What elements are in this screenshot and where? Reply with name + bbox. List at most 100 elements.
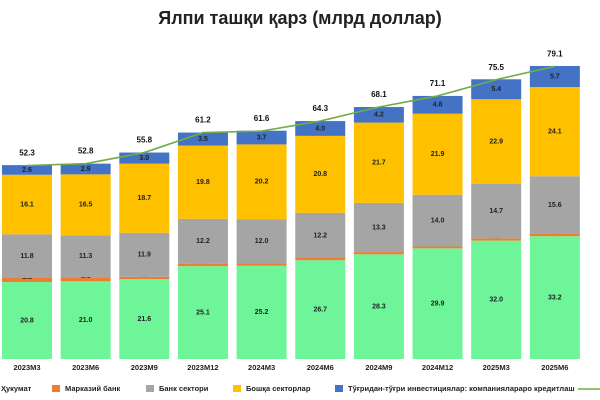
total-line [26,65,556,167]
x-tick-label: 2025M6 [541,363,568,372]
bar-segment [60,281,111,359]
data-label: 29.9 [431,301,445,308]
total-label: 79.1 [547,49,563,58]
bar-segment [236,265,287,359]
bar-segment [412,194,463,247]
bar-segment [529,236,580,359]
bar-segment [177,132,228,146]
bar-segment [2,165,52,175]
total-label: 64.3 [312,104,328,113]
data-label: 4.0 [315,125,325,132]
bar-segment [295,135,346,213]
data-label: 20.8 [313,171,327,178]
data-label: 5.4 [491,86,501,93]
x-tick-label: 2024M9 [365,363,392,372]
data-label: 20.8 [20,317,34,324]
bar-segment [412,113,463,195]
data-label: 18.7 [137,195,151,202]
bar-segment [471,238,522,241]
bar-segment [236,219,287,264]
x-tick-label: 2025M3 [483,363,510,372]
data-label: 3.7 [257,134,267,141]
bar-segment [177,266,228,359]
data-label: 3.0 [139,155,149,162]
bar-segment [119,152,170,164]
bar-segment [353,202,404,253]
bar-segment [2,277,52,283]
data-label: 2.6 [22,167,32,174]
x-tick-label: 2024M12 [422,363,453,372]
data-label: 26.7 [313,306,327,313]
x-tick-label: 2023M9 [131,363,158,372]
chart-title: Ялпи ташқи қарз (млрд доллар) [158,8,442,28]
bar-segment [353,252,404,255]
bar-segment [295,212,346,258]
bar-segment [353,122,404,203]
data-label: 25.1 [196,309,210,316]
bar-segment [177,263,228,267]
data-label: 14.0 [431,217,445,224]
bar-segment [177,218,228,264]
bar-segment [60,235,111,278]
bar-segment [60,174,111,236]
total-label: 55.8 [137,136,153,145]
bar-segment [119,276,170,280]
data-label: 12.2 [196,238,210,245]
data-label: 4.8 [433,102,443,109]
data-label: 14.7 [489,208,503,215]
bar-segment [412,248,463,359]
data-label: 3.5 [198,136,208,143]
bar-segment [236,144,287,220]
data-label: 22.9 [489,138,503,145]
data-label: 16.5 [79,202,93,209]
data-label: 5.7 [550,73,560,80]
data-label: 16.1 [20,201,34,208]
bar-segment [471,240,522,359]
legend-label: Бошқа секторлар [246,384,311,393]
data-label: 12.0 [255,238,269,245]
bar-segment [295,260,346,359]
data-label: 11.8 [20,253,33,260]
bar-segment [295,257,346,261]
bar-segment [2,282,52,359]
data-label: 32.0 [489,297,503,304]
total-label: 52.3 [19,149,35,158]
bar-segment [119,279,170,359]
bar-segment [412,246,463,249]
data-label: 12.2 [313,232,327,239]
data-label: 33.2 [548,294,562,301]
data-label: 21.9 [431,151,445,158]
bar-segment [471,183,522,239]
bar-segment [412,95,463,114]
data-label: 13.3 [372,224,386,231]
legend-label: Тўғридан-тўғри инвестициялар: компанияла… [348,384,575,393]
x-tick-label: 2023M6 [72,363,99,372]
legend-swatch [52,385,60,392]
data-label: 4.2 [374,112,384,119]
legend-swatch [335,385,343,392]
data-label: 25.2 [255,309,269,316]
bar-segment [353,107,404,123]
bar-segment [295,121,346,136]
bar-segment [177,145,228,219]
x-tick-label: 2023M3 [13,363,40,372]
bar-segment [529,233,580,237]
legend-swatch [146,385,154,392]
total-label: 52.8 [78,147,94,156]
bar-segment [529,65,580,88]
bar-segment [529,176,580,234]
bar-segment [236,130,287,145]
data-label: 24.1 [548,128,562,135]
bar-segment [2,174,52,235]
x-tick-label: 2024M6 [307,363,334,372]
total-label: 71.1 [430,79,446,88]
legend-label: Марказий банк [65,384,120,393]
data-label: 21.0 [79,317,93,324]
bar-segment [471,79,522,100]
data-label: 15.6 [548,202,562,209]
bar-segment [60,277,111,282]
data-label: 21.7 [372,160,386,167]
legend-label: Банк сектори [159,384,209,393]
